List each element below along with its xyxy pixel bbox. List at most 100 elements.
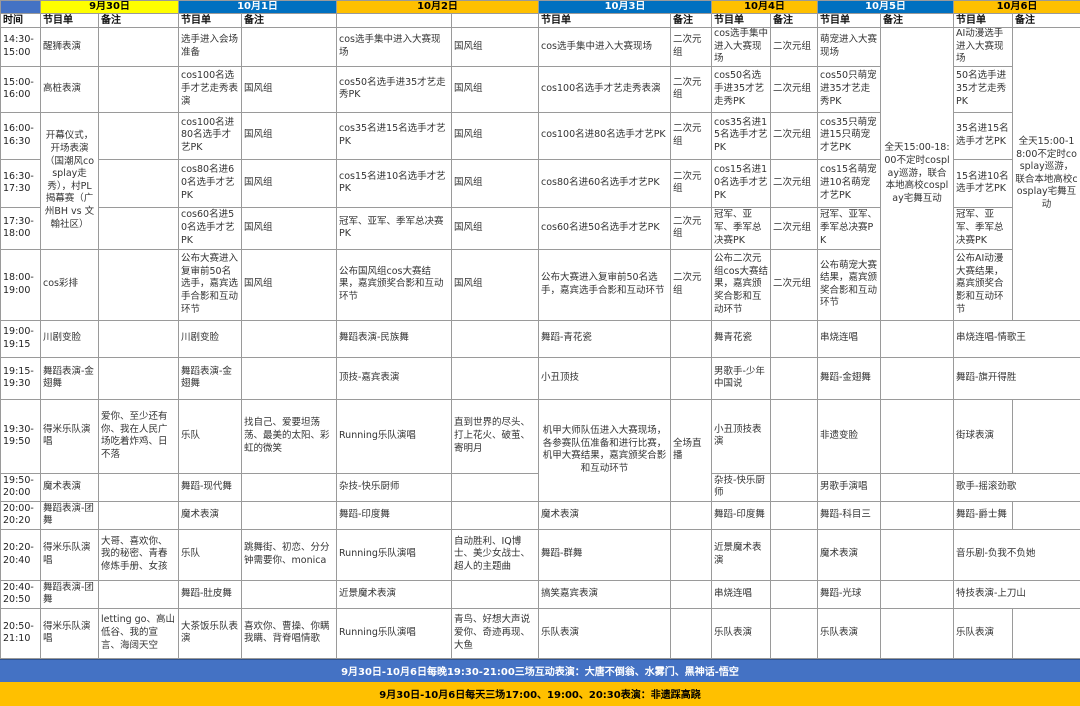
program-cell: 舞青花瓷 — [712, 320, 771, 357]
program-cell: 特技表演-上刀山 — [954, 580, 1080, 608]
program-cell: cos50名选手进35才艺走秀PK — [337, 66, 452, 112]
note-cell — [99, 249, 179, 320]
program-cell: cos100名进80名选手才艺PK — [179, 112, 242, 159]
note-cell — [881, 399, 954, 473]
program-header: 节目单 — [818, 14, 881, 28]
program-cell: 公布二次元组cos大赛结果，嘉宾颁奖合影和互动环节 — [712, 249, 771, 320]
note-cell — [771, 608, 818, 658]
note-cell — [99, 501, 179, 529]
program-cell: 公布AI动漫大赛结果，嘉宾颁奖合影和互动环节 — [954, 249, 1013, 320]
program-cell: Running乐队演唱 — [337, 399, 452, 473]
note-cell — [771, 399, 818, 473]
note-cell — [452, 473, 539, 501]
note-cell: 二次元组 — [771, 249, 818, 320]
program-cell: 公布大赛进入复审前50名选手，嘉宾选手合影和互动环节 — [179, 249, 242, 320]
program-cell: 川剧变脸 — [179, 320, 242, 357]
note-cell — [771, 320, 818, 357]
note-cell — [242, 580, 337, 608]
program-cell: 舞蹈-青花瓷 — [539, 320, 671, 357]
time-slot: 19:50-20:00 — [1, 473, 41, 501]
program-cell: 歌手-摇滚劲歌 — [954, 473, 1080, 501]
daily-performance-banner: 9月30日-10月6日每天三场17:00、19:00、20:30表演：非遗踩高跷 — [0, 682, 1080, 706]
note-cell: 大哥、喜欢你、我的秘密、青春修炼手册、女孩 — [99, 529, 179, 580]
program-cell: 15名进10名选手才艺PK — [954, 159, 1013, 207]
note-header: 备注 — [881, 14, 954, 28]
note-cell: 国风组 — [452, 66, 539, 112]
note-cell — [771, 501, 818, 529]
evening-performance-banner: 9月30日-10月6日每晚19:30-21:00三场互动表演：大唐不倒翁、水雾门… — [0, 659, 1080, 682]
program-cell: 男歌手-少年中国说 — [712, 357, 771, 399]
note-cell — [452, 580, 539, 608]
program-cell: 得米乐队演唱 — [41, 608, 99, 658]
program-cell: cos15名进10名选手才艺PK — [712, 159, 771, 207]
note-cell: 国风组 — [242, 159, 337, 207]
note-cell — [881, 529, 954, 580]
program-cell: 冠军、亚军、季军总决赛PK — [712, 207, 771, 249]
date-header: 10月2日 — [337, 1, 539, 14]
note-cell — [452, 357, 539, 399]
program-cell: 非遗变脸 — [818, 399, 881, 473]
program-cell: 高桩表演 — [41, 66, 99, 112]
program-cell: cos100名选手才艺走秀表演 — [539, 66, 671, 112]
program-cell: cos80名进60名选手才艺PK — [179, 159, 242, 207]
program-cell: 川剧变脸 — [41, 320, 99, 357]
note-cell — [242, 501, 337, 529]
time-slot: 19:15-19:30 — [1, 357, 41, 399]
note-cell: 二次元组 — [771, 112, 818, 159]
program-cell: 舞蹈-现代舞 — [179, 473, 242, 501]
program-cell: 杂技-快乐厨师 — [712, 473, 771, 501]
note-cell — [99, 66, 179, 112]
note-cell: 二次元组 — [771, 159, 818, 207]
time-slot: 20:20-20:40 — [1, 529, 41, 580]
program-cell: AI动漫选手进入大赛现场 — [954, 28, 1013, 67]
corner-cell — [1, 1, 41, 14]
program-cell: 舞蹈-印度舞 — [337, 501, 452, 529]
note-cell — [881, 608, 954, 658]
program-cell: 舞蹈表演-金翅舞 — [41, 357, 99, 399]
date-header: 10月3日 — [539, 1, 712, 14]
note-cell — [671, 608, 712, 658]
note-cell — [771, 529, 818, 580]
program-cell: cos彩排 — [41, 249, 99, 320]
note-cell — [1013, 608, 1080, 658]
note-cell — [671, 580, 712, 608]
program-header: 节目单 — [954, 14, 1013, 28]
program-cell: 公布国风组cos大赛结果，嘉宾颁奖合影和互动环节 — [337, 249, 452, 320]
note-cell — [881, 473, 954, 501]
note-cell — [99, 112, 179, 159]
note-header: 备注 — [242, 14, 337, 28]
program-cell: cos60名进50名选手才艺PK — [179, 207, 242, 249]
note-cell: 跳舞街、初恋、分分钟需要你、monica — [242, 529, 337, 580]
program-cell: 乐队表演 — [712, 608, 771, 658]
program-cell: cos50名选手进35才艺走秀PK — [712, 66, 771, 112]
program-cell: 醒狮表演 — [41, 28, 99, 67]
program-cell: cos100名进80名选手才艺PK — [539, 112, 671, 159]
note-cell: 直到世界的尽头、打上花火、破茧、寄明月 — [452, 399, 539, 473]
note-cell — [242, 320, 337, 357]
time-slot: 20:00-20:20 — [1, 501, 41, 529]
note-cell: 全天15:00-18:00不定时cosplay巡游，联合本地高校cosplay宅… — [881, 28, 954, 321]
note-cell: 二次元组 — [671, 28, 712, 67]
note-cell — [99, 320, 179, 357]
program-cell: 串烧连唱-情歌王 — [954, 320, 1080, 357]
program-cell: 冠军、亚军、季军总决赛PK — [954, 207, 1013, 249]
note-cell: 二次元组 — [671, 249, 712, 320]
program-cell: 搞笑嘉宾表演 — [539, 580, 671, 608]
program-cell: 公布大赛进入复审前50名选手，嘉宾选手合影和互动环节 — [539, 249, 671, 320]
note-cell: 二次元组 — [671, 112, 712, 159]
program-cell: 舞蹈-爵士舞 — [954, 501, 1013, 529]
note-cell — [99, 28, 179, 67]
note-cell — [242, 473, 337, 501]
note-cell — [671, 501, 712, 529]
program-cell: 舞蹈表演-团舞 — [41, 501, 99, 529]
program-cell: 顶技-嘉宾表演 — [337, 357, 452, 399]
program-cell: cos15名萌宠进10名萌宠才艺PK — [818, 159, 881, 207]
time-slot: 16:30-17:30 — [1, 159, 41, 207]
program-cell: 串烧连唱 — [818, 320, 881, 357]
